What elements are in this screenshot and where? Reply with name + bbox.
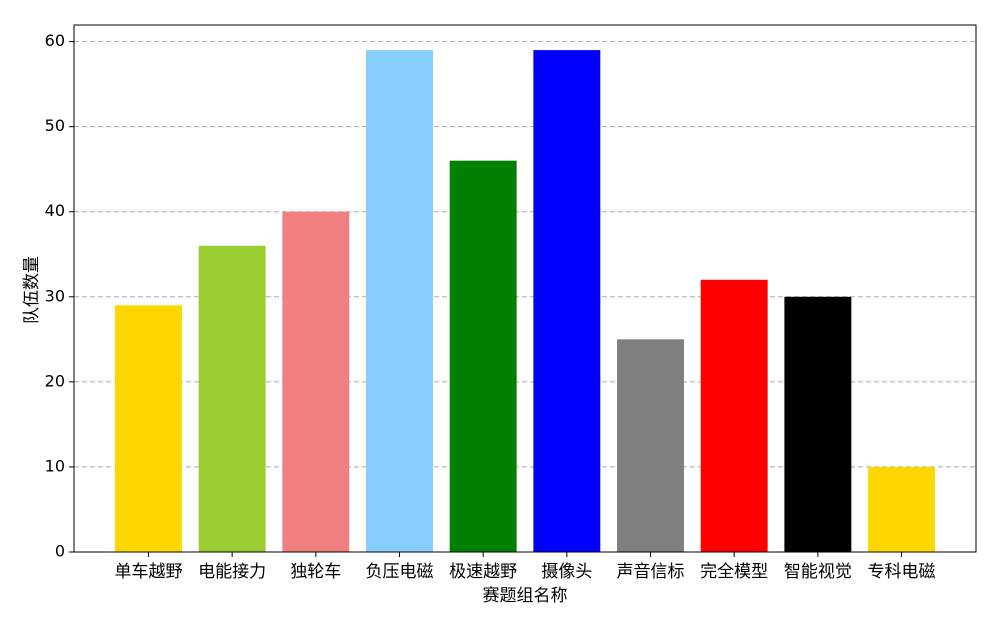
x-tick-label: 声音信标 [617,562,685,582]
bar [449,160,517,552]
bar [533,50,601,552]
bar [868,466,935,552]
x-tick-label: 极速越野 [449,562,517,582]
y-tick-label: 60 [45,31,65,50]
bar [366,50,433,552]
y-axis-label: 队伍数量 [22,256,42,324]
y-tick-label: 10 [45,456,65,475]
bar [282,211,350,552]
x-tick-label: 独轮车 [290,562,341,582]
bar [617,339,684,552]
y-tick-label: 0 [55,542,65,561]
y-tick-label: 20 [45,371,65,390]
x-axis-label: 赛题组名称 [483,585,568,606]
x-tick-label: 摄像头 [541,562,592,582]
bar [784,296,852,552]
x-tick-label: 完全模型 [700,562,768,582]
bar [700,279,768,552]
y-tick-label: 50 [45,116,65,135]
y-tick-label: 30 [45,286,65,305]
x-tick-label: 单车越野 [114,562,182,582]
y-tick-label: 40 [45,201,65,220]
bar [198,245,266,552]
x-tick-label: 电能接力 [198,562,266,582]
x-tick-label: 智能视觉 [784,562,852,582]
plot-frame [73,24,977,553]
bar [115,305,182,552]
x-tick-label: 负压电磁 [365,562,433,582]
x-tick-label: 专科电磁 [868,562,936,582]
